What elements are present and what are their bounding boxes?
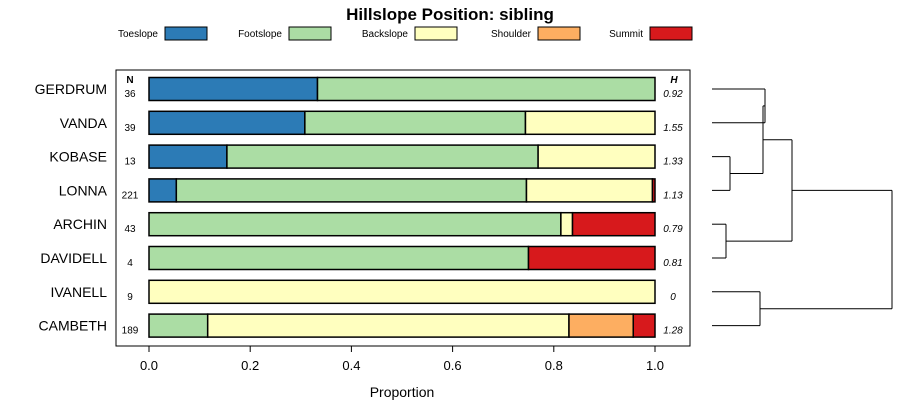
- x-tick-label: 0.0: [140, 358, 158, 373]
- bar-segment-footslope: [316, 76, 656, 102]
- legend: Toeslope Footslope Backslope Shoulder Summit: [118, 26, 693, 41]
- bar-segment-summit: [571, 211, 656, 237]
- row-label: KOBASE: [49, 149, 107, 165]
- bar-segment-footslope: [148, 313, 209, 338]
- bar-rows: GERDRUM 36 0.92 VANDA 39 1.55 KOBASE 13 1.33 LONN…: [35, 76, 683, 338]
- bar-segment-shoulder: [568, 313, 634, 338]
- bar-segment-footslope: [148, 245, 530, 271]
- n-value: 189: [122, 326, 139, 337]
- bar-segment-toeslope: [148, 144, 228, 169]
- bar-segment-footslope: [148, 211, 562, 237]
- bar-segment-footslope: [226, 144, 539, 169]
- dendrogram: [712, 88, 893, 327]
- bar-segment-summit: [651, 178, 656, 203]
- bar-segment-footslope: [304, 110, 527, 136]
- legend-swatch-footslope: [288, 26, 332, 41]
- bar-segment-backslope: [148, 279, 656, 305]
- bar-segment-backslope: [525, 178, 654, 203]
- bar-segment-backslope: [524, 110, 656, 136]
- row-label: VANDA: [60, 115, 108, 131]
- h-value: 1.33: [663, 157, 683, 168]
- x-tick-label: 1.0: [646, 358, 664, 373]
- bar-row: IVANELL 9 0: [50, 279, 676, 305]
- bar-segment-backslope: [560, 211, 574, 237]
- n-value: 36: [124, 89, 136, 100]
- legend-swatch-backslope: [414, 26, 458, 41]
- row-label: IVANELL: [50, 284, 107, 300]
- legend-label-shoulder: Shoulder: [491, 29, 532, 40]
- x-axis: 0.0 0.2 0.4 0.6 0.8 1.0: [140, 346, 664, 373]
- bar-segment-summit: [527, 245, 656, 271]
- chart-title: Hillslope Position: sibling: [346, 5, 554, 24]
- bar-row: GERDRUM 36 0.92: [35, 76, 683, 102]
- h-value: 1.55: [663, 123, 683, 134]
- legend-swatch-toeslope: [164, 26, 208, 41]
- n-value: 13: [124, 157, 136, 168]
- n-header: N: [126, 75, 133, 86]
- legend-label-footslope: Footslope: [238, 29, 282, 40]
- h-value: 0.92: [663, 89, 683, 100]
- plot-frame: [115, 69, 691, 347]
- bar-row: ARCHIN 43 0.79: [53, 211, 683, 237]
- x-tick-label: 0.4: [342, 358, 360, 373]
- x-axis-label: Proportion: [370, 384, 435, 400]
- h-value: 1.13: [663, 190, 683, 201]
- x-tick-label: 0.8: [545, 358, 563, 373]
- bar-segment-toeslope: [148, 110, 306, 136]
- bar-row: VANDA 39 1.55: [60, 110, 683, 136]
- n-value: 9: [127, 292, 133, 303]
- bar-row: DAVIDELL 4 0.81: [40, 245, 683, 271]
- legend-swatch-shoulder: [537, 26, 581, 41]
- h-value: 0: [670, 292, 676, 303]
- bar-row: CAMBETH 189 1.28: [39, 313, 683, 338]
- x-tick-label: 0.6: [444, 358, 462, 373]
- n-value: 43: [124, 224, 136, 235]
- bar-segment-toeslope: [148, 178, 178, 203]
- x-tick-label: 0.2: [241, 358, 259, 373]
- legend-label-toeslope: Toeslope: [118, 29, 158, 40]
- row-label: LONNA: [59, 182, 108, 198]
- legend-swatch-summit: [649, 26, 693, 41]
- row-label: DAVIDELL: [40, 250, 107, 266]
- h-value: 0.79: [663, 224, 683, 235]
- bar-segment-summit: [632, 313, 656, 338]
- h-value: 0.81: [663, 258, 682, 269]
- bar-segment-toeslope: [148, 76, 319, 102]
- row-label: ARCHIN: [53, 216, 107, 232]
- h-value: 1.28: [663, 326, 683, 337]
- bar-row: LONNA 221 1.13: [59, 178, 683, 203]
- bar-row: KOBASE 13 1.33: [49, 144, 683, 169]
- legend-label-backslope: Backslope: [362, 29, 409, 40]
- n-value: 4: [127, 258, 133, 269]
- row-label: CAMBETH: [39, 318, 107, 334]
- bar-segment-footslope: [175, 178, 528, 203]
- n-value: 221: [122, 190, 139, 201]
- h-header: H: [670, 75, 678, 86]
- bar-segment-backslope: [206, 313, 570, 338]
- n-value: 39: [124, 123, 136, 134]
- row-label: GERDRUM: [35, 81, 107, 97]
- legend-label-summit: Summit: [609, 29, 643, 40]
- bar-segment-backslope: [537, 144, 656, 169]
